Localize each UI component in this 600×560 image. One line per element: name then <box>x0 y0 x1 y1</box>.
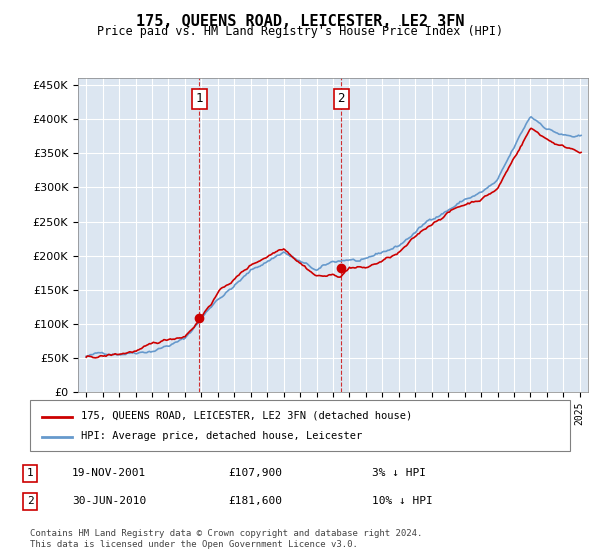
Text: 3% ↓ HPI: 3% ↓ HPI <box>372 468 426 478</box>
Text: 1: 1 <box>26 468 34 478</box>
Text: 19-NOV-2001: 19-NOV-2001 <box>72 468 146 478</box>
Text: £181,600: £181,600 <box>228 496 282 506</box>
Text: 1: 1 <box>196 92 203 105</box>
Text: 2: 2 <box>26 496 34 506</box>
Text: £107,900: £107,900 <box>228 468 282 478</box>
Text: 2: 2 <box>337 92 345 105</box>
Text: Contains HM Land Registry data © Crown copyright and database right 2024.
This d: Contains HM Land Registry data © Crown c… <box>30 529 422 549</box>
Text: 175, QUEENS ROAD, LEICESTER, LE2 3FN: 175, QUEENS ROAD, LEICESTER, LE2 3FN <box>136 14 464 29</box>
Text: 10% ↓ HPI: 10% ↓ HPI <box>372 496 433 506</box>
Text: 175, QUEENS ROAD, LEICESTER, LE2 3FN (detached house): 175, QUEENS ROAD, LEICESTER, LE2 3FN (de… <box>81 410 412 421</box>
Text: HPI: Average price, detached house, Leicester: HPI: Average price, detached house, Leic… <box>81 431 362 441</box>
Text: 30-JUN-2010: 30-JUN-2010 <box>72 496 146 506</box>
Text: Price paid vs. HM Land Registry's House Price Index (HPI): Price paid vs. HM Land Registry's House … <box>97 25 503 38</box>
